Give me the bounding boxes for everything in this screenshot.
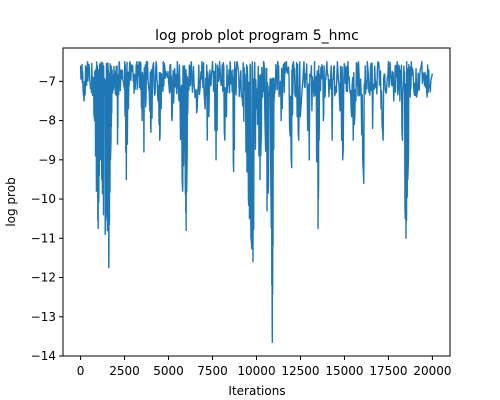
y-tick-label: −9 xyxy=(38,153,56,167)
y-axis-title: log prob xyxy=(4,177,18,226)
y-tick-label: −14 xyxy=(31,349,56,363)
y-axis-ticks: −14 −13 −12 −11 −10 −9 −8 −7 xyxy=(31,74,63,363)
y-tick-label: −13 xyxy=(31,310,56,324)
x-tick-label: 10000 xyxy=(237,364,275,378)
y-tick-label: −10 xyxy=(31,192,56,206)
x-axis-title: Iterations xyxy=(228,384,285,398)
x-tick-label: 20000 xyxy=(413,364,451,378)
log-prob-series-line xyxy=(79,61,434,343)
series-layer xyxy=(79,61,434,343)
chart-title: log prob plot program 5_hmc xyxy=(155,28,359,44)
x-tick-label: 7500 xyxy=(197,364,228,378)
x-axis-ticks: 0 2500 5000 7500 10000 12500 15000 17500 20000 xyxy=(77,356,452,378)
y-tick-label: −8 xyxy=(38,114,56,128)
x-tick-label: 5000 xyxy=(153,364,184,378)
plot-area xyxy=(62,47,451,357)
x-tick-label: 12500 xyxy=(281,364,319,378)
x-tick-label: 2500 xyxy=(109,364,140,378)
y-tick-label: −11 xyxy=(31,231,56,245)
y-tick-label: −12 xyxy=(31,271,56,285)
x-tick-label: 15000 xyxy=(325,364,363,378)
y-tick-label: −7 xyxy=(38,74,56,88)
x-tick-label: 0 xyxy=(77,364,85,378)
x-tick-label: 17500 xyxy=(369,364,407,378)
